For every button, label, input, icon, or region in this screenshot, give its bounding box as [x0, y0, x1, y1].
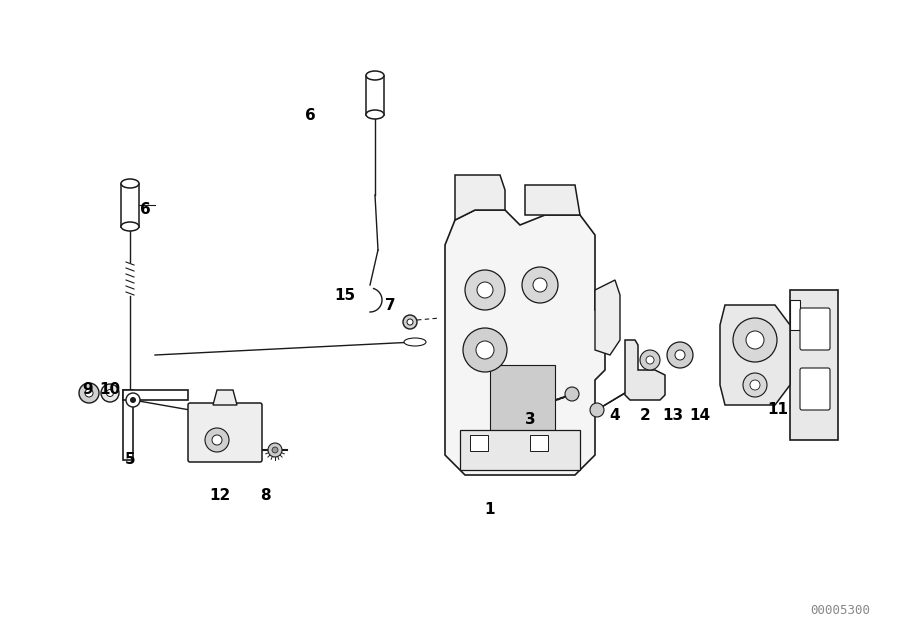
Polygon shape: [595, 280, 620, 355]
Circle shape: [533, 278, 547, 292]
FancyBboxPatch shape: [800, 368, 830, 410]
Text: 10: 10: [99, 382, 121, 397]
Bar: [530, 435, 548, 451]
Bar: [470, 435, 488, 451]
Circle shape: [212, 435, 222, 445]
Text: 15: 15: [335, 287, 356, 303]
Circle shape: [85, 389, 93, 397]
Circle shape: [465, 270, 505, 310]
Bar: [490, 365, 555, 435]
Text: 6: 6: [304, 108, 315, 122]
Circle shape: [590, 403, 604, 417]
Text: 12: 12: [210, 487, 230, 503]
Text: 13: 13: [662, 408, 684, 422]
Polygon shape: [720, 305, 790, 405]
Circle shape: [746, 331, 764, 349]
Circle shape: [79, 383, 99, 403]
Text: 00005300: 00005300: [810, 603, 870, 617]
Ellipse shape: [404, 338, 426, 346]
Circle shape: [403, 315, 417, 329]
Circle shape: [106, 389, 113, 396]
Polygon shape: [625, 340, 665, 400]
Circle shape: [130, 397, 136, 403]
Text: 7: 7: [384, 297, 395, 313]
Ellipse shape: [121, 179, 139, 188]
Circle shape: [646, 356, 654, 364]
Text: 1: 1: [485, 503, 495, 517]
Bar: [123, 390, 133, 460]
Polygon shape: [525, 185, 580, 215]
FancyBboxPatch shape: [188, 403, 262, 462]
FancyBboxPatch shape: [790, 290, 838, 440]
Ellipse shape: [366, 71, 384, 80]
Text: 8: 8: [260, 487, 270, 503]
Circle shape: [268, 443, 282, 457]
FancyBboxPatch shape: [800, 308, 830, 350]
Circle shape: [101, 384, 119, 402]
Circle shape: [640, 350, 660, 370]
Circle shape: [477, 282, 493, 298]
Circle shape: [565, 387, 579, 401]
Text: 2: 2: [640, 408, 651, 422]
Ellipse shape: [121, 222, 139, 231]
Text: 4: 4: [609, 408, 620, 422]
Circle shape: [750, 380, 760, 390]
Bar: [460, 430, 580, 470]
Circle shape: [743, 373, 767, 397]
Text: 3: 3: [525, 413, 535, 427]
Text: 6: 6: [140, 203, 150, 217]
Circle shape: [733, 318, 777, 362]
Text: 9: 9: [83, 382, 94, 397]
Bar: [123, 390, 188, 400]
Bar: [790, 300, 800, 330]
Circle shape: [522, 267, 558, 303]
Circle shape: [272, 447, 278, 453]
Circle shape: [476, 341, 494, 359]
Circle shape: [126, 393, 140, 407]
Circle shape: [463, 328, 507, 372]
Ellipse shape: [366, 110, 384, 119]
Bar: [121, 183, 139, 227]
Bar: [366, 76, 384, 115]
Circle shape: [205, 428, 229, 452]
Circle shape: [667, 342, 693, 368]
Text: 5: 5: [125, 452, 135, 468]
Text: 11: 11: [768, 403, 788, 417]
Polygon shape: [213, 390, 237, 405]
Circle shape: [407, 319, 413, 325]
Polygon shape: [445, 210, 605, 475]
Circle shape: [675, 350, 685, 360]
Polygon shape: [455, 175, 505, 220]
Text: 14: 14: [689, 408, 711, 422]
